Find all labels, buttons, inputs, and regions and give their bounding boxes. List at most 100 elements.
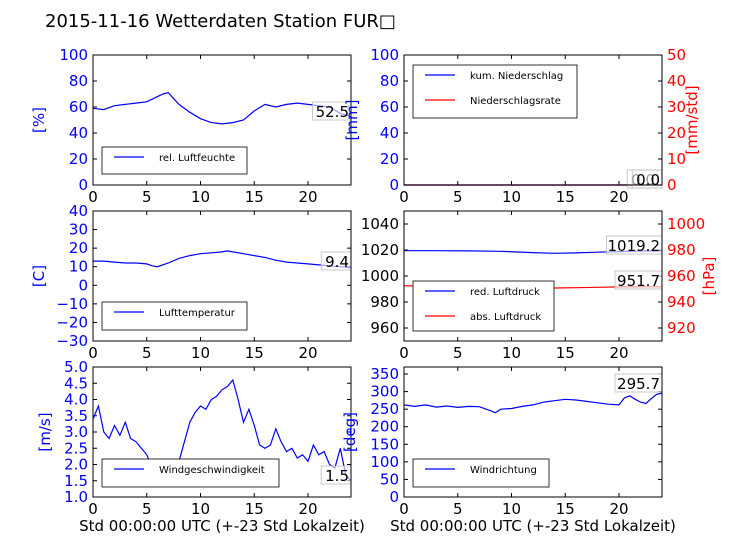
x-tick-label: 10 [502, 500, 521, 518]
x-tick-label: 20 [298, 500, 317, 518]
y-tick-label: 100 [59, 46, 88, 64]
y-tick-label: 0 [78, 276, 88, 294]
panel-5: 0 5 10 15 201.01.52.02.53.03.54.04.55.0[m/s]… [36, 358, 352, 518]
series-line-1 [92, 92, 352, 125]
y-tick-label: 80 [69, 72, 88, 90]
y-tick-label: 1.5 [64, 472, 88, 490]
y-tick-label: 150 [370, 435, 399, 453]
legend-box [412, 64, 578, 119]
y-tick-label: −20 [56, 313, 88, 331]
plot-frame [403, 54, 663, 186]
x-tick-label: 5 [142, 344, 152, 362]
x-axis-label: Std 00:00:00 UTC (+-23 Std Lokalzeit) [79, 517, 365, 535]
y-tick-label: 100 [370, 453, 399, 471]
x-tick-label: 20 [609, 344, 628, 362]
panel-2: 0 5 10 15 20 0 20 40 60 80 100 0 10 20 30 40 50 [mm] [mm/s… [343, 46, 701, 206]
legend-label: red. Luftdruck [470, 287, 540, 298]
figure-title: 2015-11-16 Wetterdaten Station FUR□ [45, 11, 396, 32]
y-tick-label: −10 [56, 295, 88, 313]
y-tick-label: 60 [380, 98, 399, 116]
x-tick-label: 0 [88, 500, 98, 518]
y-tick-label: −30 [56, 332, 88, 350]
y-tick-label: 2.0 [64, 456, 88, 474]
x-tick-label: 5 [142, 188, 152, 206]
legend-box [101, 458, 280, 488]
legend-label: Niederschlagsrate [470, 96, 561, 107]
y-tick-label: 20 [69, 150, 88, 168]
panel-3: 0 5 10 15 20−30−20−10010203040[C]9.4Lufttemp… [30, 202, 352, 362]
y-tick-label: 300 [370, 383, 399, 401]
x-tick-label: 0 [88, 344, 98, 362]
y-tick-label: 40 [69, 124, 88, 142]
y2-tick-label: 20 [667, 124, 686, 142]
y2-tick-label: 980 [667, 241, 696, 259]
x-tick-label: 15 [245, 500, 264, 518]
x-tick-label: 10 [502, 188, 521, 206]
y-tick-label: 5.0 [64, 358, 88, 376]
y-tick-label: 80 [380, 72, 399, 90]
y-tick-label: 200 [370, 418, 399, 436]
y2-tick-label: 940 [667, 293, 696, 311]
y-tick-label: 50 [380, 470, 399, 488]
x-tick-label: 0 [88, 188, 98, 206]
x-tick-label: 20 [609, 500, 628, 518]
x-tick-label: 10 [191, 188, 210, 206]
x-tick-label: 20 [609, 188, 628, 206]
legend-label: Windrichtung [470, 465, 537, 476]
series-line-1 [403, 392, 663, 414]
y-tick-label: 1.0 [64, 488, 88, 506]
y2-tick-label: 1000 [667, 215, 705, 233]
x-tick-label: 15 [245, 188, 264, 206]
y-tick-label: 40 [69, 202, 88, 220]
y2-tick-label: 30 [667, 98, 686, 116]
legend-label: Windgeschwindigkeit [159, 465, 265, 476]
plot-frame [92, 54, 352, 186]
value-label: 52.5 [316, 103, 349, 121]
x-tick-label: 10 [502, 344, 521, 362]
y-tick-label: 20 [69, 239, 88, 257]
y2-tick-label: 0 [667, 176, 677, 194]
legend-box [412, 458, 550, 488]
y-tick-label: 4.5 [64, 374, 88, 392]
x-tick-label: 5 [453, 188, 463, 206]
y-tick-label: 350 [370, 365, 399, 383]
x-tick-label: 20 [298, 344, 317, 362]
y-axis-label: [mm] [343, 100, 361, 141]
y-tick-label: 40 [380, 124, 399, 142]
y-tick-label: 0 [389, 488, 399, 506]
y-tick-label: 0 [389, 176, 399, 194]
y-axis-label: [deg] [341, 412, 359, 452]
x-tick-label: 15 [556, 344, 575, 362]
y-tick-label: 10 [69, 258, 88, 276]
x-tick-label: 5 [453, 344, 463, 362]
x-tick-label: 5 [142, 500, 152, 518]
y2-tick-label: 40 [667, 72, 686, 90]
y-tick-label: 1040 [361, 215, 399, 233]
y2-tick-label: 10 [667, 150, 686, 168]
value-label-2: 951.7 [617, 272, 660, 290]
x-tick-label: 10 [191, 500, 210, 518]
plot-frame [403, 366, 663, 498]
y-axis-label: [%] [30, 107, 48, 133]
x-tick-label: 10 [191, 344, 210, 362]
plot-frame [92, 210, 352, 342]
y-tick-label: 3.0 [64, 423, 88, 441]
value-label: 1019.2 [608, 237, 661, 255]
panel-4: 0 5 10 15 20 960 980 1000 1020 1040 920 940 960 980 10… [361, 210, 718, 362]
legend-box [412, 280, 555, 332]
x-tick-label: 20 [298, 188, 317, 206]
value-label: 295.7 [617, 375, 660, 393]
legend-label: rel. Luftfeuchte [159, 153, 235, 164]
plot-frame [403, 210, 663, 342]
x-axis-label-right: Std 00:00:00 UTC (+-23 Std Lokalzeit) [390, 517, 676, 535]
x-tick-label: 15 [556, 500, 575, 518]
legend-box [101, 146, 248, 175]
y-tick-label: 1000 [361, 267, 399, 285]
y-tick-label: 980 [370, 293, 399, 311]
x-tick-label: 15 [245, 344, 264, 362]
y-tick-label: 60 [69, 98, 88, 116]
y-tick-label: 4.0 [64, 391, 88, 409]
panel-1: 0 5 10 15 20 0 20 40 60 80 100 [%] 52.5 rel. Luftfeuc… [30, 46, 352, 206]
